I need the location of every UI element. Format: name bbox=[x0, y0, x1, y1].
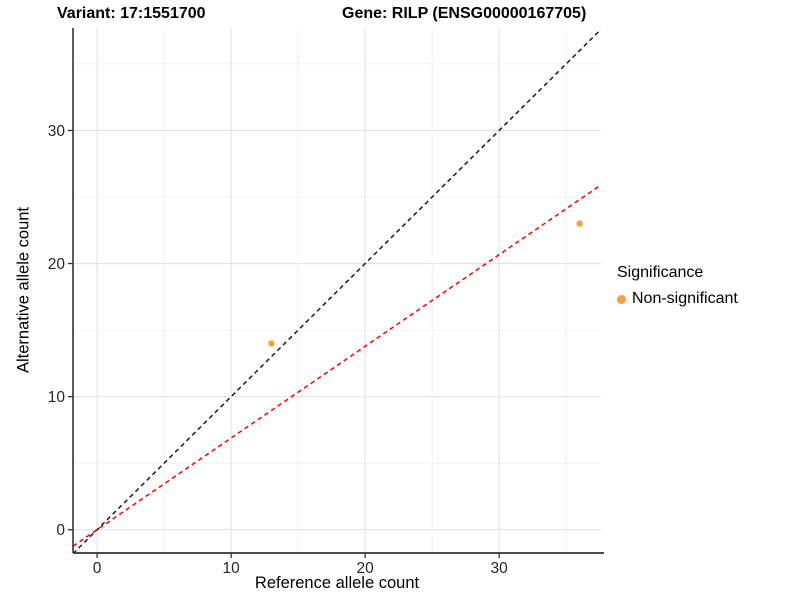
y-axis-title: Alternative allele count bbox=[14, 206, 33, 374]
x-tick-label: 20 bbox=[357, 560, 375, 577]
y-tick-label: 20 bbox=[48, 256, 66, 273]
legend-title: Significance bbox=[617, 264, 704, 281]
legend-item-label: Non-significant bbox=[632, 290, 738, 307]
non-significant-dot-icon bbox=[617, 294, 626, 304]
x-tick-label: 0 bbox=[93, 560, 102, 577]
y-tick-label: 0 bbox=[56, 522, 65, 539]
x-axis-title: Reference allele count bbox=[254, 574, 420, 592]
y-tick-label: 30 bbox=[48, 123, 66, 140]
legend-item-non-significant: Non-significant bbox=[614, 289, 738, 309]
plot-title-variant: Variant: 17:1551700 bbox=[57, 5, 206, 22]
data-point bbox=[576, 220, 583, 227]
fit-through-origin-line bbox=[73, 184, 601, 547]
legend: Significance Non-significant bbox=[614, 263, 738, 309]
plot-title-gene: Gene: RILP (ENSG00000167705) bbox=[342, 5, 587, 22]
x-tick-label: 10 bbox=[223, 560, 241, 577]
identity-line bbox=[73, 28, 601, 553]
y-tick-label: 10 bbox=[48, 389, 66, 406]
x-tick-label: 30 bbox=[491, 560, 509, 577]
data-point bbox=[268, 340, 275, 347]
